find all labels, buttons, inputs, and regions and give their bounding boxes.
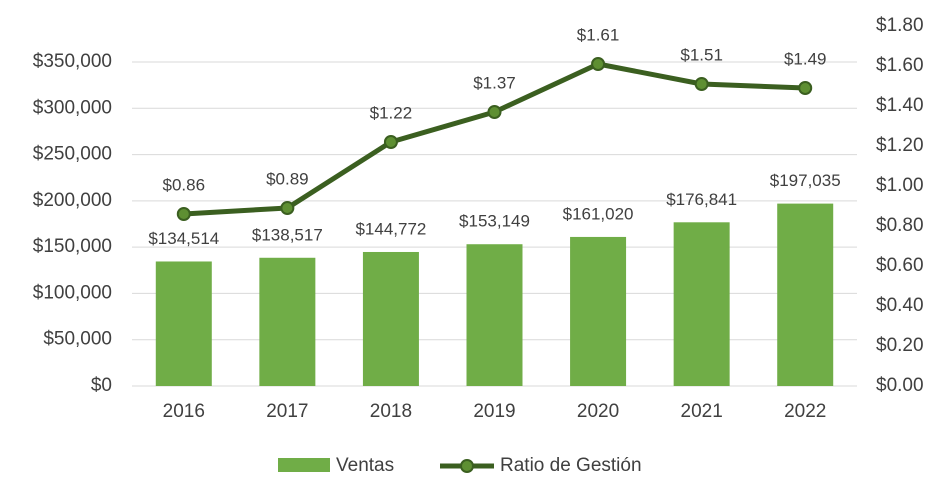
legend-label: Ratio de Gestión	[500, 455, 642, 476]
y-tick-label: $300,000	[33, 97, 112, 118]
y-tick-label: $350,000	[33, 51, 112, 72]
marker	[694, 77, 709, 91]
data-label: $1.22	[370, 103, 413, 122]
y-tick-label: $100,000	[33, 282, 112, 303]
data-label: $1.61	[577, 25, 620, 44]
bar	[155, 261, 212, 386]
marker	[176, 207, 191, 221]
data-label: $1.37	[473, 73, 516, 92]
x-tick-label: 2021	[681, 401, 723, 422]
data-label: $134,514	[148, 229, 219, 248]
marker	[487, 105, 502, 119]
x-tick-label: 2019	[473, 401, 515, 422]
data-label: $0.89	[266, 169, 309, 188]
y-tick-label: $50,000	[43, 329, 112, 350]
y2-tick-label: $0.20	[876, 335, 924, 356]
marker	[591, 57, 606, 71]
bar	[466, 244, 523, 386]
bar	[362, 251, 419, 386]
x-tick-label: 2020	[577, 401, 619, 422]
legend-label: Ventas	[336, 455, 394, 476]
bar	[570, 236, 627, 386]
y2-tick-label: $0.80	[876, 215, 924, 236]
data-label: $153,149	[459, 212, 530, 231]
y2-tick-label: $0.00	[876, 375, 924, 396]
bar	[259, 257, 316, 386]
marker	[383, 135, 398, 149]
y-tick-label: $250,000	[33, 144, 112, 165]
bar	[777, 203, 834, 386]
data-label: $161,020	[563, 204, 634, 223]
y2-tick-label: $1.80	[876, 15, 924, 36]
y2-tick-label: $0.40	[876, 295, 924, 316]
y2-tick-label: $0.60	[876, 255, 924, 276]
data-label: $176,841	[666, 190, 737, 209]
x-tick-label: 2016	[163, 401, 205, 422]
data-label: $1.49	[784, 49, 827, 68]
x-tick-label: 2017	[266, 401, 308, 422]
y-tick-label: $0	[91, 375, 112, 396]
data-label: $144,772	[355, 219, 426, 238]
y-tick-label: $150,000	[33, 236, 112, 257]
data-label: $0.86	[163, 175, 206, 194]
data-label: $197,035	[770, 171, 841, 190]
legend-swatch	[460, 459, 474, 473]
y2-tick-label: $1.00	[876, 175, 924, 196]
y2-tick-label: $1.20	[876, 135, 924, 156]
data-label: $1.51	[680, 45, 723, 64]
y-tick-label: $200,000	[33, 190, 112, 211]
marker	[280, 201, 295, 215]
y2-tick-label: $1.40	[876, 95, 924, 116]
x-tick-label: 2018	[370, 401, 412, 422]
y2-tick-label: $1.60	[876, 55, 924, 76]
x-tick-label: 2022	[784, 401, 826, 422]
marker	[798, 81, 813, 95]
legend-swatch	[278, 458, 330, 472]
data-label: $138,517	[252, 225, 323, 244]
bar	[673, 222, 730, 386]
